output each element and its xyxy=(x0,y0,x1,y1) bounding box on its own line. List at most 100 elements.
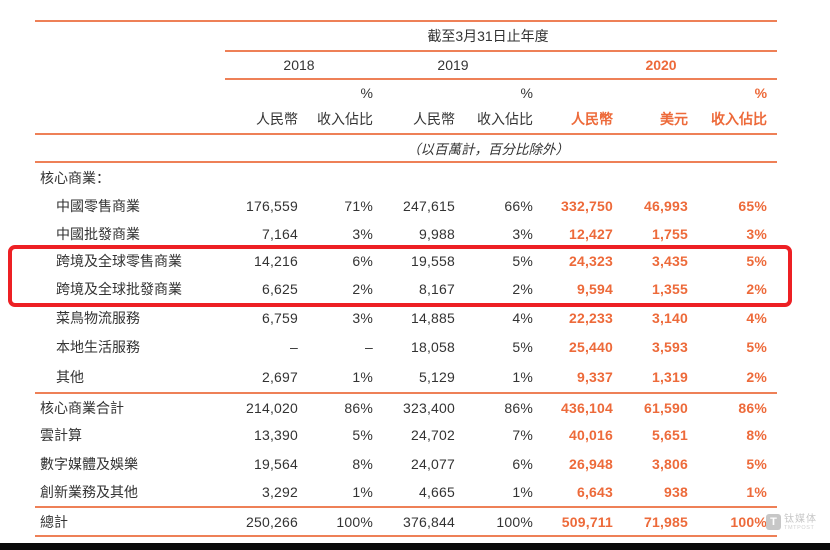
value-cell: 8,167 xyxy=(418,281,455,297)
value-cell: 3,140 xyxy=(651,310,688,326)
value-cell xyxy=(225,162,298,192)
value-cell: 247,615 xyxy=(402,198,455,214)
period-title-row: 截至3月31日止年度 xyxy=(35,21,778,52)
value-cell: 19,558 xyxy=(410,253,455,269)
col-header-2020-rmb: 人民幣 xyxy=(533,105,613,135)
value-cell: 332,750 xyxy=(560,198,613,214)
value-cell: 24,702 xyxy=(410,427,455,443)
spacer-cell xyxy=(35,79,225,105)
revenue-table: 截至3月31日止年度 2018 2019 2020 % % % 人民幣 xyxy=(35,20,778,537)
value-cell: 14,885 xyxy=(410,310,455,326)
value-cell: 5% xyxy=(352,427,373,443)
value-cell: 5,129 xyxy=(373,361,455,394)
table-row: 中國零售商業 176,559 71% 247,615 66% 332,750 46,993 6… xyxy=(35,192,777,220)
value-cell: 2,697 xyxy=(225,361,298,394)
value-cell: 13,390 xyxy=(253,427,298,443)
table-row: 雲計算 13,390 5% 24,702 7% 40,016 5,651 8% xyxy=(35,421,777,449)
value-cell: 5% xyxy=(512,339,533,355)
value-cell: 176,559 xyxy=(245,198,298,214)
table-row: 創新業務及其他 3,292 1% 4,665 1% 6,643 938 1% xyxy=(35,478,778,508)
row-label: 雲計算 xyxy=(40,427,82,443)
spacer-cell xyxy=(35,105,225,135)
row-label: 中國批發商業 xyxy=(56,225,140,242)
value-cell: 7% xyxy=(512,427,533,443)
col-header-2018-rmb: 人民幣 xyxy=(225,105,298,135)
value-cell: 4,665 xyxy=(373,478,455,508)
value-cell: 2% xyxy=(746,281,768,297)
value-cell: 14,216 xyxy=(253,253,298,269)
row-label: 總計 xyxy=(35,507,225,537)
value-cell: 3% xyxy=(352,310,373,326)
value-cell: 65% xyxy=(738,198,768,214)
value-cell: 3,435 xyxy=(651,253,688,269)
row-label: 核心商業： xyxy=(40,169,110,186)
value-cell: 25,440 xyxy=(568,339,613,355)
value-cell: – xyxy=(365,339,373,355)
value-cell: 5% xyxy=(512,253,533,269)
spacer-cell xyxy=(613,79,688,105)
years-row: 2018 2019 2020 xyxy=(35,51,778,80)
value-cell: 3% xyxy=(352,225,373,242)
value-cell: 1% xyxy=(688,478,778,508)
value-cell: 12,427 xyxy=(568,225,613,242)
row-label: 菜鳥物流服務 xyxy=(56,310,140,326)
table-row: 核心商業合計 214,020 86% 323,400 86% 436,104 61,590 8… xyxy=(35,393,777,421)
value-cell: 6,625 xyxy=(261,281,298,297)
value-cell: 24,323 xyxy=(568,253,613,269)
value-cell xyxy=(298,162,373,192)
row-label: 跨境及全球批發商業 xyxy=(56,281,182,297)
spacer-cell xyxy=(225,79,298,105)
value-cell xyxy=(688,162,777,192)
table-row: 中國批發商業 7,164 3% 9,988 3% 12,427 1,755 3% xyxy=(35,220,777,247)
value-cell: 1,355 xyxy=(651,281,688,297)
value-cell: 1% xyxy=(298,361,373,394)
value-cell: 66% xyxy=(504,198,533,214)
tmtpost-subtitle: TMTPOST xyxy=(784,525,815,531)
spacer-cell xyxy=(35,134,225,163)
value-cell xyxy=(455,162,533,192)
tmtpost-logo-letter: T xyxy=(770,516,777,528)
row-label: 創新業務及其他 xyxy=(35,478,225,508)
table-row: 菜鳥物流服務 6,759 3% 14,885 4% 22,233 3,140 4% xyxy=(35,303,777,333)
spacer-cell xyxy=(35,51,225,79)
percent-symbol-2018: % xyxy=(360,85,373,101)
value-cell: 2% xyxy=(512,281,533,297)
value-cell: 8% xyxy=(352,455,373,472)
value-cell: 46,993 xyxy=(643,198,688,214)
value-cell xyxy=(373,162,455,192)
value-cell: 6,759 xyxy=(261,310,298,326)
table-row: 數字媒體及娛樂 19,564 8% 24,077 6% 26,948 3,806 5% xyxy=(35,449,777,478)
value-cell: 2% xyxy=(352,281,373,297)
value-cell xyxy=(613,162,688,192)
percent-symbol-2020: % xyxy=(754,85,768,101)
year-2020-header: 2020 xyxy=(533,51,778,80)
spacer-cell xyxy=(373,79,455,105)
value-cell: 376,844 xyxy=(373,507,455,537)
table-row: 跨境及全球批發商業 6,625 2% 8,167 2% 9,594 1,355 2% xyxy=(35,275,777,303)
value-cell: 250,266 xyxy=(225,507,298,537)
value-cell: 6,643 xyxy=(533,478,613,508)
value-cell: 323,400 xyxy=(402,399,455,416)
row-label: 其他 xyxy=(35,361,225,394)
value-cell: 5% xyxy=(746,339,768,355)
spacer-cell xyxy=(35,21,225,51)
row-label: 核心商業合計 xyxy=(40,399,124,416)
tmtpost-name: 钛媒体 xyxy=(784,514,817,525)
percent-symbol-2019: % xyxy=(520,85,533,101)
tmtpost-watermark: T 钛媒体 TMTPOST xyxy=(766,514,817,532)
tmtpost-watermark-text: 钛媒体 TMTPOST xyxy=(784,514,817,532)
year-2018-header: 2018 xyxy=(225,51,373,80)
value-cell: 6% xyxy=(512,455,533,472)
value-cell: 7,164 xyxy=(261,225,298,242)
value-cell: 214,020 xyxy=(245,399,298,416)
value-cell: 1% xyxy=(455,478,533,508)
column-headers-row: 人民幣 收入佔比 人民幣 收入佔比 人民幣 美元 收入佔比 xyxy=(35,105,778,135)
table-row: 跨境及全球零售商業 14,216 6% 19,558 5% 24,323 3,435 5% xyxy=(35,247,777,275)
value-cell: 8% xyxy=(746,427,768,443)
value-cell: 5,651 xyxy=(651,427,688,443)
value-cell: 100% xyxy=(688,507,778,537)
value-cell: 509,711 xyxy=(533,507,613,537)
value-cell: 4% xyxy=(746,310,768,326)
value-cell: 5% xyxy=(746,455,768,472)
